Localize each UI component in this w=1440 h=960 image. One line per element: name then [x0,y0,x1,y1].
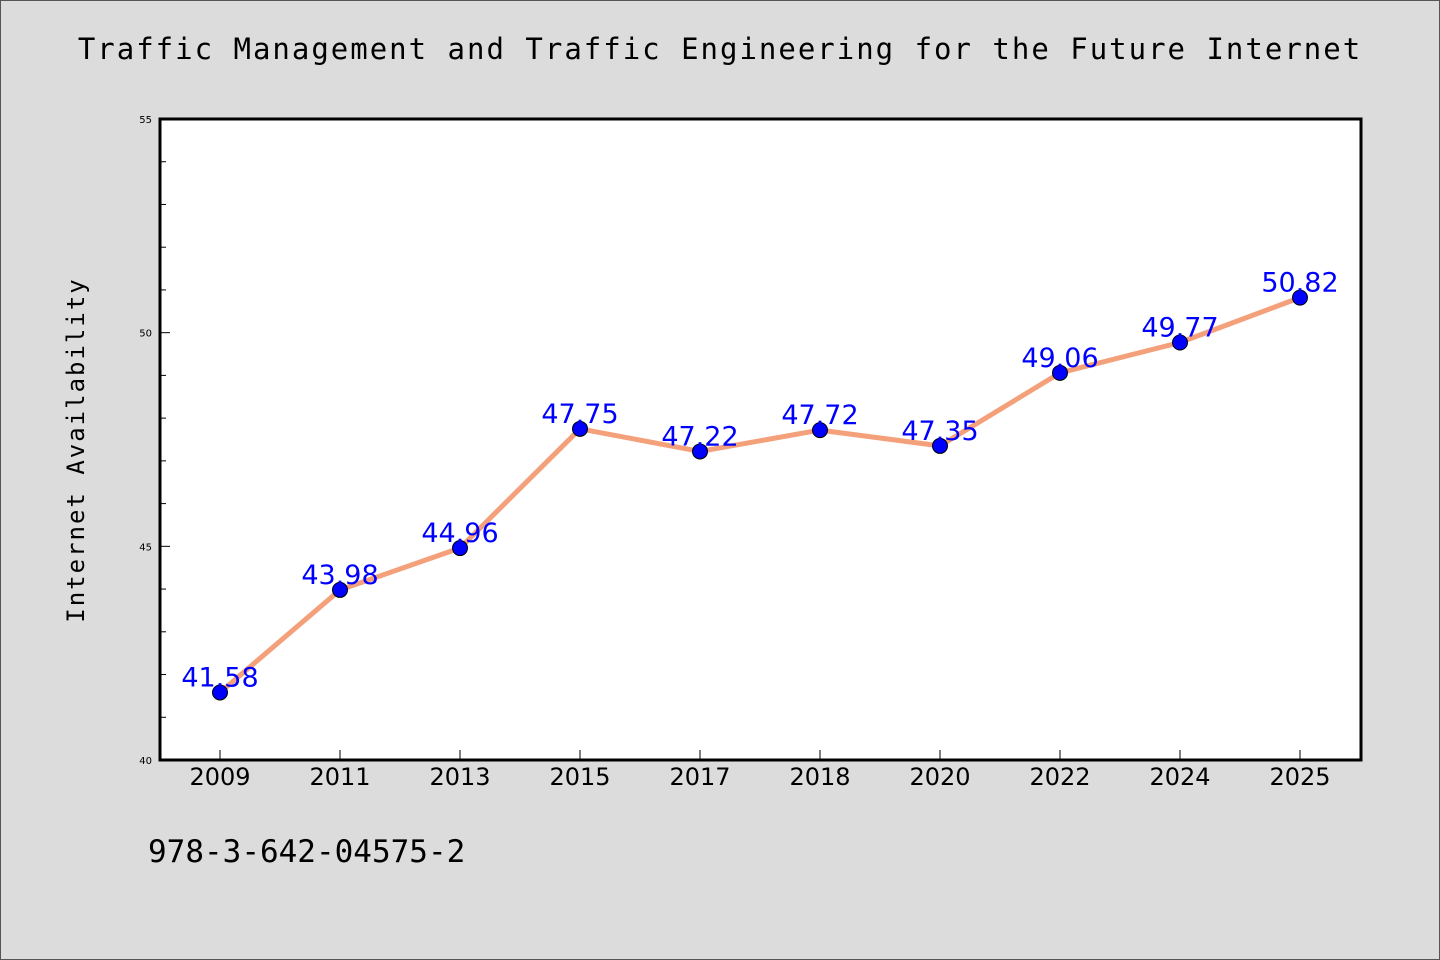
data-labels: 41.58 43.98 44.96 47.75 47.22 47.72 47.35 49.06… [181,268,1338,694]
y-axis: 40 45 50 55 [139,115,170,767]
data-label: 47.22 [661,421,738,452]
x-tick-label: 2017 [669,763,730,791]
data-point [572,420,588,437]
data-label: 41.58 [181,662,258,693]
data-label: 44.96 [421,518,498,549]
data-point [452,540,468,557]
y-axis-label: Internet Availability [62,277,90,622]
y-tick-label: 40 [139,756,152,767]
y-tick-label: 50 [139,329,152,340]
x-tick-label: 2022 [1029,763,1090,791]
data-point [332,581,348,598]
x-axis: 2009 2011 2013 2015 2017 2018 2020 2022 2024 2025 [189,750,1331,791]
x-tick-label: 2009 [189,763,250,791]
series [212,289,1308,701]
x-tick-label: 2020 [909,763,970,791]
x-tick-label: 2013 [429,763,490,791]
data-label: 49.06 [1021,343,1098,374]
series-line [218,295,1301,695]
data-point [812,422,828,439]
x-tick-label: 2024 [1149,763,1210,791]
data-point [212,684,228,701]
data-label: 47.75 [541,399,618,430]
data-label: 47.35 [901,416,978,447]
data-point [692,443,708,460]
data-label: 47.72 [781,400,858,431]
data-label: 49.77 [1141,312,1218,343]
isbn-footer: 978-3-642-04575-2 [148,834,466,870]
x-tick-label: 2018 [789,763,850,791]
x-tick-label: 2025 [1269,763,1330,791]
y-tick-label: 55 [139,115,152,126]
y-tick-label: 45 [139,542,152,553]
chart-title: Traffic Management and Traffic Engineeri… [77,32,1363,66]
data-point [1172,334,1188,351]
x-tick-label: 2015 [549,763,610,791]
data-point [1052,364,1068,381]
data-label: 50.82 [1261,268,1338,299]
data-point [1292,289,1308,306]
data-label: 43.98 [301,560,378,591]
x-tick-label: 2011 [309,763,370,791]
data-point [932,437,948,454]
